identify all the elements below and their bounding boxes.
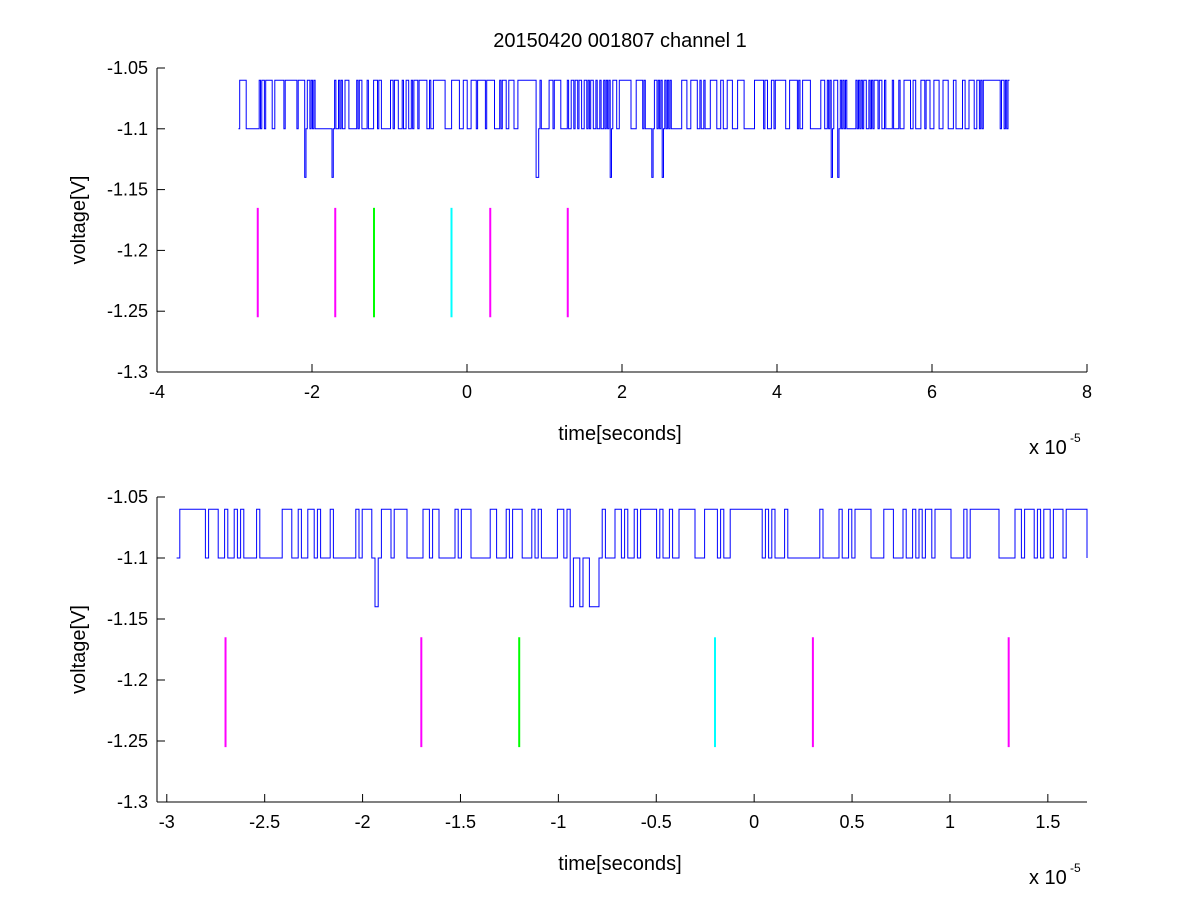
x-tick-label: 2 [617,382,627,402]
x-tick-label: 8 [1082,382,1092,402]
y-tick-label: -1.25 [107,731,148,751]
signal-trace [238,79,1010,178]
y-tick-label: -1.05 [107,58,148,78]
x-axis-label: time[seconds] [558,853,681,875]
x-tick-label: -3 [159,812,175,832]
x-exponent-label: x 10 [1029,437,1067,459]
y-tick-label: -1.15 [107,609,148,629]
x-tick-label: -0.5 [641,812,672,832]
y-tick-label: -1.25 [107,301,148,321]
x-tick-label: -2.5 [249,812,280,832]
x-exponent-power: -5 [1070,861,1081,875]
y-tick-label: -1.15 [107,180,148,200]
x-tick-label: 1 [945,812,955,832]
x-tick-label: 6 [927,382,937,402]
signal-trace [176,508,1088,608]
x-tick-label: -2 [304,382,320,402]
y-tick-label: -1.2 [117,670,148,690]
x-tick-label: -1.5 [445,812,476,832]
y-axis-label: voltage[V] [68,605,90,694]
y-tick-label: -1.3 [117,362,148,382]
x-tick-label: -4 [149,382,165,402]
x-tick-label: 0 [749,812,759,832]
x-tick-label: -1 [550,812,566,832]
y-tick-label: -1.05 [107,487,148,507]
y-axis-label: voltage[V] [68,176,90,265]
x-tick-label: 0 [462,382,472,402]
chart-title: 20150420 001807 channel 1 [493,30,747,52]
x-exponent-power: -5 [1070,431,1081,445]
y-tick-label: -1.1 [117,119,148,139]
bottom-axes: -3 -2.5 -2 -1.5 -1 -0.5 0 0.5 1 1.5 -1.3 -1.25 -1.2 -… [68,487,1088,889]
y-tick-label: -1.2 [117,240,148,260]
x-tick-label: 1.5 [1035,812,1060,832]
x-axis-label: time[seconds] [558,423,681,445]
y-tick-label: -1.3 [117,792,148,812]
x-tick-label: 0.5 [840,812,865,832]
x-exponent-label: x 10 [1029,867,1067,889]
x-tick-label: -2 [355,812,371,832]
y-tick-label: -1.1 [117,548,148,568]
x-tick-label: 4 [772,382,782,402]
top-axes: -4 -2 0 2 4 6 8 -1.3 -1.25 -1.2 -1.15 -1.1 -1.05 time… [68,58,1092,459]
